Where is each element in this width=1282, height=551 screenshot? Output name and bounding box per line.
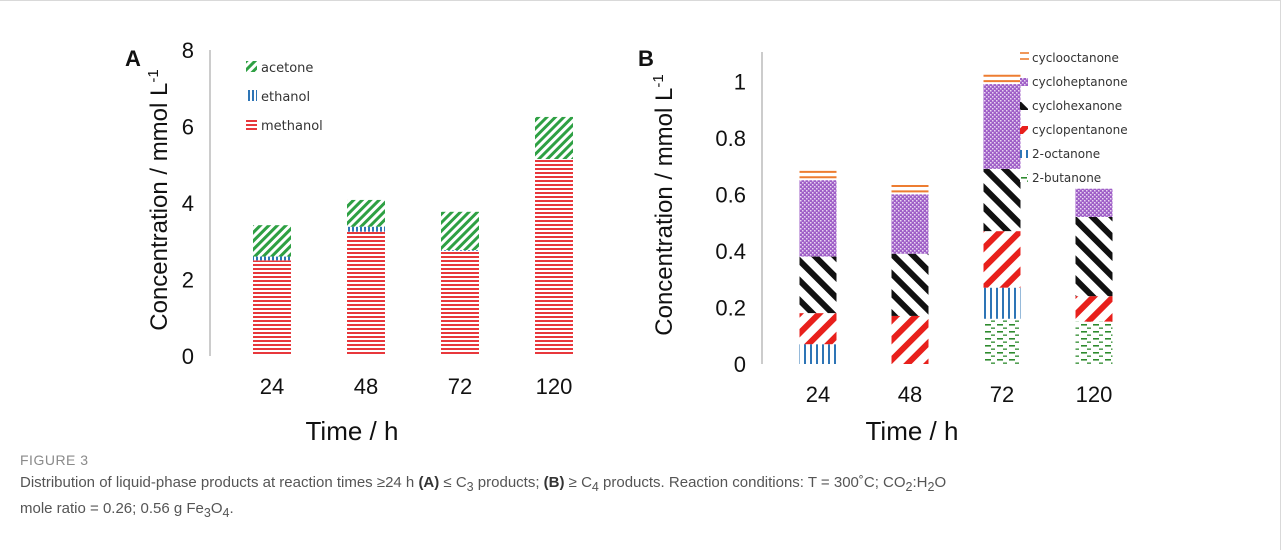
b-x-tick-label: 120 (1076, 382, 1113, 407)
bar-segment-methanol (253, 260, 291, 356)
bar-segment-cycloheptanone (891, 194, 929, 254)
b-y-tick-label: 0.6 (715, 182, 746, 207)
bar-segment-methanol (441, 250, 479, 356)
panel-b-y-axis: 0 0.2 0.4 0.6 0.8 1 (715, 69, 746, 377)
a-x-tick-label: 24 (260, 374, 284, 399)
panel-b: B 0 0.2 0.4 0.6 0.8 1 24 48 72 120 Time / h Conc… (638, 46, 1128, 446)
b-x-tick-label: 48 (898, 382, 922, 407)
legend-label-cyclopentanone: cyclopentanone (1032, 123, 1128, 137)
panel-a-bars (253, 116, 573, 356)
bar-segment-acetone (535, 116, 573, 160)
bar-segment-cyclohexanone (891, 253, 929, 316)
legend-swatch-methanol (246, 119, 257, 130)
panel-b-y-label: Concentration / mmol L-1 (650, 74, 678, 335)
bar-segment-methanol (347, 231, 385, 356)
bar-segment-acetone (441, 211, 479, 251)
panel-a-y-axis: 0 2 4 6 8 (182, 38, 194, 369)
b-y-tick-label: 0.8 (715, 126, 746, 151)
legend-swatch-cyclopentanone (1020, 126, 1028, 134)
legend-swatch-ethanol (246, 90, 257, 101)
a-x-tick-label: 72 (448, 374, 472, 399)
bar-segment-acetone (347, 199, 385, 227)
figure-caption-text: Distribution of liquid-phase products at… (20, 474, 947, 520)
bar-segment-cyclopentanone (891, 315, 929, 364)
bar-segment-ethanol (347, 226, 385, 232)
bar-segment-ethanol (441, 250, 479, 251)
legend-label-cyclooctanone: cyclooctanone (1032, 51, 1119, 65)
bar-segment-cyclohexanone (799, 256, 837, 314)
a-y-tick-label: 8 (182, 38, 194, 63)
bar-segment-cyclohexanone (983, 168, 1021, 232)
legend-swatch-acetone (246, 61, 257, 72)
figure-label: FIGURE 3 (20, 452, 89, 468)
b-y-tick-label: 0.4 (715, 239, 746, 264)
bar-segment-ethanol (253, 256, 291, 261)
panel-b-bars (799, 74, 1113, 364)
a-y-tick-label: 2 (182, 268, 194, 293)
panel-a-tag: A (125, 46, 141, 71)
a-x-tick-label: 48 (354, 374, 378, 399)
bar-segment-2-octanone (799, 344, 837, 364)
b-x-tick-label: 72 (990, 382, 1014, 407)
bar-segment-cycloheptanone (983, 84, 1021, 169)
legend-label-2-butanone: 2-butanone (1032, 171, 1101, 185)
legend-label-acetone: acetone (261, 61, 313, 76)
bar-segment-cyclopentanone (983, 231, 1021, 288)
a-x-tick-label: 120 (536, 374, 573, 399)
b-y-tick-label: 0 (734, 352, 746, 377)
bar-segment-cycloheptanone (799, 180, 837, 257)
panel-b-legend: cyclooctanone cycloheptanone cyclohexanone… (1020, 51, 1128, 185)
panel-a-legend: acetone ethanol methanol (246, 61, 323, 134)
panel-a-x-label: Time / h (306, 416, 399, 446)
bar-segment-acetone (253, 225, 291, 257)
legend-swatch-cyclohexanone (1020, 102, 1028, 110)
legend-label-2-octanone: 2-octanone (1032, 147, 1100, 161)
b-y-tick-label: 0.2 (715, 295, 746, 320)
panel-b-x-ticks: 24 48 72 120 (806, 382, 1113, 407)
b-y-tick-label: 1 (734, 69, 746, 94)
legend-label-cyclohexanone: cyclohexanone (1032, 99, 1122, 113)
a-y-tick-label: 6 (182, 115, 194, 140)
bar-segment-cyclooctanone (983, 74, 1021, 83)
bar-segment-cyclopentanone (1075, 296, 1113, 322)
legend-label-methanol: methanol (261, 119, 323, 134)
legend-swatch-cycloheptanone (1020, 78, 1028, 86)
legend-swatch-2-butanone (1020, 174, 1028, 182)
a-y-tick-label: 0 (182, 344, 194, 369)
panel-b-x-label: Time / h (866, 416, 959, 446)
legend-label-cycloheptanone: cycloheptanone (1032, 75, 1128, 89)
bar-segment-methanol (535, 159, 573, 356)
b-x-tick-label: 24 (806, 382, 830, 407)
figure-caption: FIGURE 3 Distribution of liquid-phase pr… (20, 452, 1260, 524)
panel-a-y-label: Concentration / mmol L-1 (145, 69, 173, 330)
bar-segment-cyclooctanone (891, 185, 929, 193)
bar-segment-cyclopentanone (799, 313, 837, 345)
bar-segment-2-butanone (983, 318, 1021, 364)
legend-label-ethanol: ethanol (261, 90, 310, 105)
bar-segment-cyclohexanone (1075, 216, 1113, 297)
bar-segment-cyclooctanone (799, 170, 837, 179)
a-y-tick-label: 4 (182, 191, 194, 216)
legend-swatch-2-octanone (1020, 150, 1028, 158)
panel-a-x-ticks: 24 48 72 120 (260, 374, 573, 399)
bar-segment-2-octanone (983, 287, 1021, 319)
panel-b-tag: B (638, 46, 654, 71)
bar-segment-cycloheptanone (1075, 188, 1113, 217)
bar-segment-2-butanone (1075, 321, 1113, 364)
